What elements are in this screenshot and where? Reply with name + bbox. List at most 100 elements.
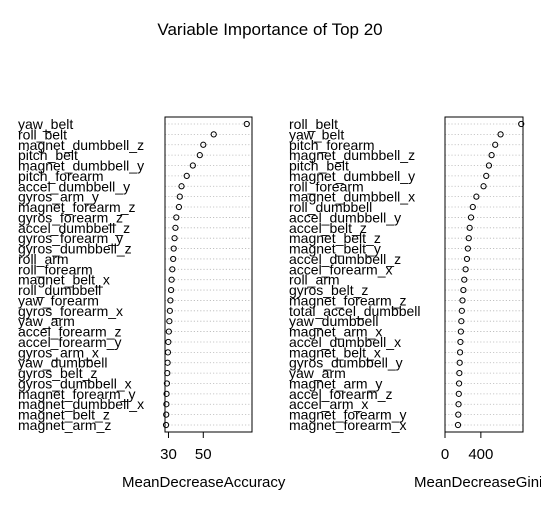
x-axis-label: MeanDecreaseGini	[414, 474, 541, 491]
variable-label: magnet_dumbbell_x	[289, 189, 415, 205]
variable-label: accel_belt_z	[289, 220, 367, 236]
variable-label: magnet_belt_x	[18, 272, 110, 288]
importance-point	[164, 359, 171, 366]
x-tick-label: 50	[195, 446, 212, 463]
importance-point	[469, 203, 476, 211]
variable-label: yaw_dumbbell	[18, 355, 108, 371]
variable-label: magnet_forearm_y	[289, 407, 407, 423]
variable-label: accel_arm_x	[289, 396, 368, 412]
variable-label: magnet_belt_x	[289, 344, 381, 360]
variable-label: magnet_belt_z	[18, 407, 110, 423]
variable-label: pitch_forearm	[18, 168, 104, 184]
variable-label: roll_belt	[289, 116, 338, 132]
importance-point	[455, 401, 462, 408]
importance-point	[166, 307, 173, 314]
importance-point	[162, 421, 170, 429]
chart-title: Variable Importance of Top 20	[157, 20, 382, 39]
variable-label: yaw_dumbbell	[289, 313, 379, 329]
variable-label: magnet_forearm_y	[18, 386, 136, 402]
importance-point	[459, 297, 466, 304]
variable-label: gyros_forearm_z	[18, 209, 123, 225]
importance-point	[455, 390, 462, 397]
variable-label: accel_forearm_z	[289, 386, 393, 402]
variable-label: magnet_arm_z	[18, 417, 111, 433]
variable-label: magnet_dumbbell_z	[289, 147, 415, 163]
importance-point	[175, 203, 183, 211]
variable-label: gyros_forearm_y	[18, 230, 123, 246]
importance-point	[467, 214, 475, 221]
variable-label: gyros_dumbbell_y	[289, 355, 403, 371]
variable-label: pitch_forearm	[289, 137, 375, 153]
importance-point	[164, 349, 172, 356]
importance-point	[497, 131, 504, 138]
variable-label: magnet_dumbbell_y	[18, 158, 144, 174]
variable-label: magnet_dumbbell_y	[289, 168, 415, 184]
importance-point	[196, 152, 203, 159]
x-axis-label: MeanDecreaseAccuracy	[122, 474, 286, 491]
variable-label: accel_dumbbell_x	[289, 334, 401, 350]
importance-point	[183, 172, 190, 179]
importance-point	[210, 131, 217, 138]
variable-label: magnet_dumbbell_z	[18, 137, 144, 153]
importance-point	[456, 370, 463, 377]
variable-label: accel_dumbbell_z	[18, 220, 130, 236]
importance-point	[488, 152, 495, 159]
importance-point	[464, 245, 471, 252]
importance-point	[483, 172, 490, 179]
importance-point	[456, 349, 464, 356]
variable-label: accel_forearm_y	[18, 334, 122, 350]
variable-label: magnet_forearm_x	[289, 417, 407, 433]
importance-point	[457, 338, 464, 346]
variable-label: gyros_dumbbell_z	[18, 241, 132, 257]
variable-label: yaw_belt	[18, 116, 73, 132]
importance-point	[458, 307, 465, 314]
x-tick-label: 30	[160, 446, 177, 463]
variable-label: roll_dumbbell	[18, 282, 101, 298]
variable-label: accel_dumbbell_z	[289, 251, 401, 267]
variable-label: yaw_arm	[289, 365, 346, 381]
importance-point	[492, 141, 499, 148]
variable-label: gyros_belt_z	[18, 365, 97, 381]
variable-label: pitch_belt	[18, 147, 78, 163]
importance-point	[518, 120, 525, 128]
x-tick-label: 400	[468, 446, 493, 463]
variable-label: magnet_forearm_z	[18, 199, 136, 215]
importance-point	[485, 162, 493, 169]
importance-point	[456, 359, 463, 366]
importance-point	[166, 318, 173, 325]
importance-point	[165, 328, 172, 335]
importance-point	[460, 286, 467, 294]
importance-point	[172, 224, 179, 231]
variable-label: roll_belt	[18, 126, 67, 142]
importance-point	[170, 245, 177, 252]
importance-point	[169, 266, 176, 273]
variable-label: yaw_arm	[18, 313, 75, 329]
variable-label: roll_forearm	[18, 261, 93, 277]
importance-point	[171, 235, 178, 242]
importance-point	[454, 421, 462, 429]
importance-point	[178, 183, 185, 190]
importance-point	[480, 183, 487, 190]
variable-label: total_accel_dumbbell	[289, 303, 421, 319]
plot-frame	[164, 116, 253, 433]
importance-point	[173, 214, 180, 221]
variable-label: gyros_belt_z	[289, 282, 368, 298]
variable-label: pitch_belt	[289, 158, 349, 174]
variable-label: yaw_belt	[289, 126, 344, 142]
importance-point	[463, 255, 471, 263]
variable-label: magnet_dumbbell_x	[18, 396, 144, 412]
variable-label: roll_arm	[289, 272, 340, 288]
importance-point	[167, 297, 174, 304]
importance-point	[189, 162, 196, 169]
importance-point	[170, 255, 177, 263]
variable-label: magnet_arm_x	[289, 324, 382, 340]
panel-2: roll_beltyaw_beltpitch_forearmmagnet_dum…	[289, 116, 541, 491]
importance-point	[176, 193, 183, 200]
importance-point	[163, 401, 170, 408]
panel-1: yaw_beltroll_beltmagnet_dumbbell_zpitch_…	[18, 116, 286, 491]
importance-point	[473, 193, 480, 200]
importance-point	[462, 266, 469, 273]
importance-point	[458, 318, 465, 325]
x-tick-label: 0	[441, 446, 449, 463]
